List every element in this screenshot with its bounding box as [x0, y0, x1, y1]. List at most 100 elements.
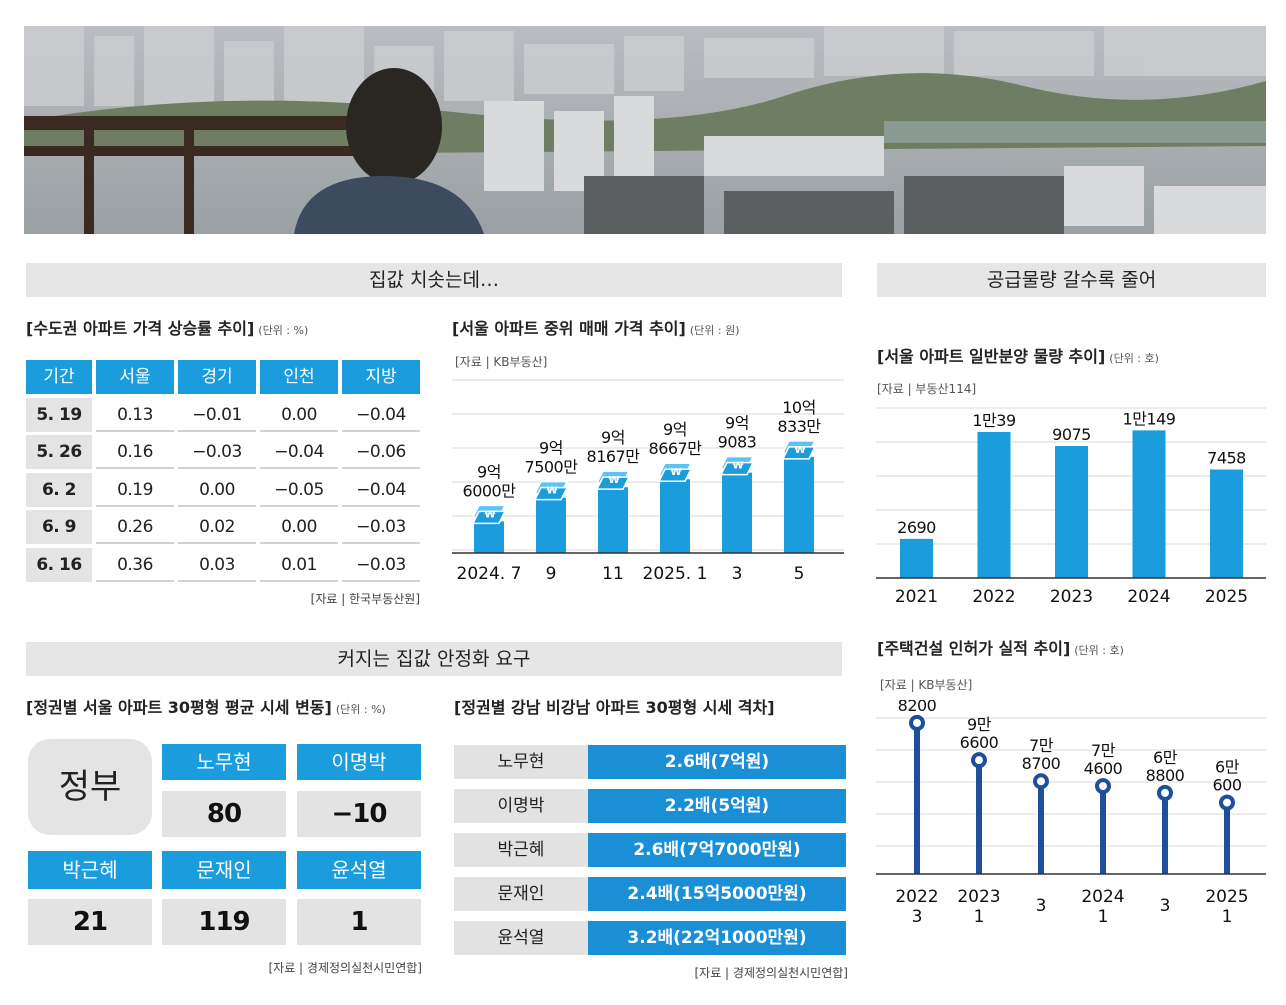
table-row: 문재인 2.4배(15억5000만원) [454, 877, 846, 911]
lollipop-point [1095, 778, 1111, 795]
tick-label: 3 [912, 907, 923, 927]
table-cell: −0.03 [342, 510, 420, 544]
data-label: 6만 [1153, 748, 1178, 767]
bar [1132, 430, 1166, 578]
regime-change-title: [정권별 서울 아파트 30평형 평균 시세 변동] (단위 : %) [26, 694, 386, 718]
bar [1055, 446, 1088, 578]
median-price-source: [자료 | KB부동산] [455, 355, 548, 369]
won-coin-icon: ₩ [471, 504, 507, 525]
regime-name: 노무현 [162, 744, 286, 780]
bar [474, 521, 504, 553]
table-row: 노무현 2.6배(7억원) [454, 745, 846, 779]
tick-label: 1 [974, 907, 985, 927]
data-label: 6만 [1215, 758, 1240, 777]
coin-layer [533, 486, 569, 501]
tick-label: 2022 [895, 887, 938, 907]
permit-source: [자료 | KB부동산] [880, 678, 973, 692]
data-label: 9075 [1052, 425, 1091, 444]
table-cell: −0.03 [178, 435, 256, 469]
table-cell: 5. 19 [26, 397, 92, 432]
data-label: 8800 [1146, 766, 1185, 785]
skyline-illustration [24, 26, 1266, 234]
regime-name: 윤석열 [297, 851, 421, 889]
bar [598, 487, 628, 553]
table-row: 6. 9 0.26 0.02 0.00 −0.03 [26, 510, 420, 544]
table-cell: −0.04 [260, 435, 338, 469]
data-label: 2690 [897, 518, 936, 537]
gap-value: 2.2배(5억원) [588, 789, 846, 823]
tick-label: 5 [794, 564, 805, 584]
table-header-row: 기간 서울 경기 인천 지방 [26, 360, 420, 394]
table-cell: 0.13 [96, 397, 174, 432]
table-cell: −0.04 [342, 472, 420, 507]
data-label: 1만149 [1123, 409, 1176, 428]
permit-chart-title: [주택건설 인허가 실적 추이] (단위 : 호) [877, 635, 1124, 659]
presale-supply-chart: 2690 2021 1만39 2022 9075 2023 1만149 2024 7458 202… [876, 407, 1266, 607]
regime-value: 21 [28, 899, 152, 945]
data-label: 7만 [1091, 741, 1116, 760]
tick-label: 2023 [957, 887, 1000, 907]
tick-label: 2022 [972, 587, 1015, 607]
coin-layer [781, 446, 817, 460]
data-label: 9억 [477, 462, 501, 481]
won-symbol: ₩ [608, 475, 619, 486]
median-price-chart-title: [서울 아파트 중위 매매 가격 추이] (단위 : 원) [452, 315, 740, 339]
gap-regime-name: 문재인 [454, 877, 588, 911]
bar [536, 497, 566, 553]
data-label: 8700 [1022, 754, 1061, 773]
tick-label: 3 [1036, 896, 1047, 916]
gap-regime-name: 이명박 [454, 789, 588, 823]
lollipop-point [1157, 784, 1173, 801]
table-cell: −0.01 [178, 397, 256, 432]
metro-table-unit: (단위 : %) [258, 324, 309, 337]
tick-label: 1 [1098, 907, 1109, 927]
government-label: 정부 [28, 739, 152, 835]
bar [1210, 469, 1243, 578]
metro-table-title: [수도권 아파트 가격 상승률 추이] (단위 : %) [26, 315, 308, 339]
gap-value: 2.6배(7억원) [588, 745, 846, 779]
presale-title-text: [서울 아파트 일반분양 물량 추이] [877, 347, 1106, 366]
data-label: 8167만 [587, 447, 641, 466]
lollipop-point [909, 714, 925, 731]
column-header: 서울 [96, 360, 174, 394]
table-cell: 6. 2 [26, 472, 92, 507]
regime-change-source: [자료 | 경제정의실천시민연합] [268, 961, 422, 975]
tick-label: 1 [1222, 907, 1233, 927]
data-label: 9억 [663, 420, 687, 439]
table-cell: 0.26 [96, 510, 174, 544]
gap-regime-name: 박근혜 [454, 833, 588, 867]
median-price-title-text: [서울 아파트 중위 매매 가격 추이] [452, 319, 686, 338]
data-label: 833만 [777, 417, 821, 436]
data-label: 7만 [1029, 736, 1054, 755]
city-skyline-photo [24, 26, 1266, 234]
table-row: 박근혜 2.6배(7억7000만원) [454, 833, 846, 867]
tick-label: 2023 [1050, 587, 1093, 607]
regime-value: −10 [297, 791, 421, 837]
gangnam-gap-source: [자료 | 경제정의실천시민연합] [694, 966, 848, 980]
gap-regime-name: 노무현 [454, 745, 588, 779]
gap-regime-name: 윤석열 [454, 921, 588, 955]
tick-label: 2024. 7 [457, 564, 522, 584]
metro-price-table: 기간 서울 경기 인천 지방 5. 19 0.13 −0.01 0.00 −0.… [26, 360, 420, 585]
won-symbol: ₩ [794, 445, 805, 456]
tick-label: 2021 [895, 587, 938, 607]
data-label: 6000만 [463, 481, 517, 500]
data-label: 9083 [718, 433, 757, 452]
table-cell: 0.00 [178, 472, 256, 507]
regime-value: 1 [297, 899, 421, 945]
data-label: 7458 [1207, 449, 1246, 468]
tick-label: 2025. 1 [643, 564, 708, 584]
metro-table-title-text: [수도권 아파트 가격 상승률 추이] [26, 319, 255, 338]
table-row: 5. 26 0.16 −0.03 −0.04 −0.06 [26, 435, 420, 469]
lollipop-point [1033, 773, 1049, 790]
table-cell: −0.06 [342, 435, 420, 469]
presale-chart-title: [서울 아파트 일반분양 물량 추이] (단위 : 호) [877, 343, 1159, 367]
presale-source: [자료 | 부동산114] [877, 382, 977, 396]
gangnam-gap-title: [정권별 강남 비강남 아파트 30평형 시세 격차] [454, 698, 775, 717]
table-row: 6. 2 0.19 0.00 −0.05 −0.04 [26, 472, 420, 507]
tick-label: 2024 [1127, 587, 1170, 607]
regime-name: 박근혜 [28, 851, 152, 889]
lollipop-point [971, 752, 987, 769]
bar [977, 431, 1011, 578]
data-label: 9억 [539, 439, 563, 458]
